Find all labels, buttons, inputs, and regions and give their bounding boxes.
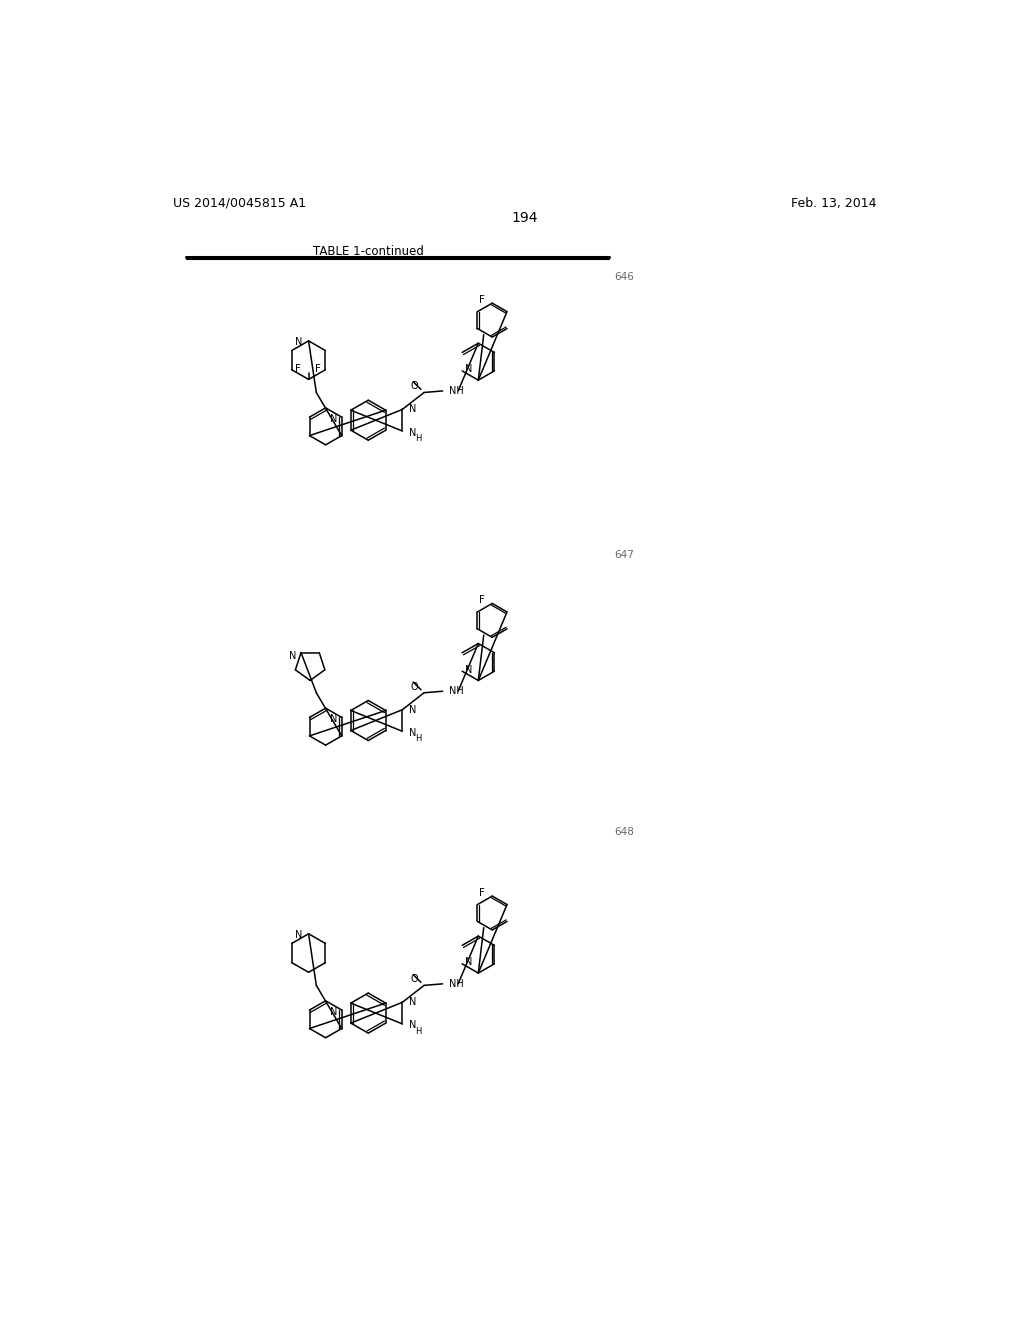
Text: 647: 647 <box>614 549 635 560</box>
Text: Feb. 13, 2014: Feb. 13, 2014 <box>792 197 877 210</box>
Text: TABLE 1-continued: TABLE 1-continued <box>312 244 424 257</box>
Text: F: F <box>478 888 484 898</box>
Text: N: N <box>409 428 416 437</box>
Text: NH: NH <box>449 686 464 696</box>
Text: N: N <box>409 727 416 738</box>
Text: 646: 646 <box>614 272 635 282</box>
Text: N: N <box>465 957 473 968</box>
Text: F: F <box>314 364 321 375</box>
Text: F: F <box>295 364 301 375</box>
Text: N: N <box>465 364 473 375</box>
Text: F: F <box>478 595 484 606</box>
Text: N: N <box>409 404 416 414</box>
Text: N: N <box>330 1007 337 1016</box>
Text: N: N <box>465 665 473 675</box>
Text: O: O <box>411 681 419 692</box>
Text: N: N <box>409 1020 416 1031</box>
Text: N: N <box>330 413 337 424</box>
Text: N: N <box>295 931 302 940</box>
Text: O: O <box>411 974 419 985</box>
Text: 648: 648 <box>614 826 635 837</box>
Text: N: N <box>289 651 296 661</box>
Text: 194: 194 <box>512 211 538 224</box>
Text: F: F <box>478 296 484 305</box>
Text: N: N <box>409 705 416 714</box>
Text: H: H <box>415 1027 421 1036</box>
Text: N: N <box>295 338 302 347</box>
Text: NH: NH <box>449 979 464 989</box>
Text: H: H <box>415 734 421 743</box>
Text: N: N <box>330 714 337 723</box>
Text: US 2014/0045815 A1: US 2014/0045815 A1 <box>173 197 306 210</box>
Text: NH: NH <box>449 385 464 396</box>
Text: O: O <box>411 381 419 391</box>
Text: N: N <box>409 998 416 1007</box>
Text: H: H <box>415 434 421 444</box>
